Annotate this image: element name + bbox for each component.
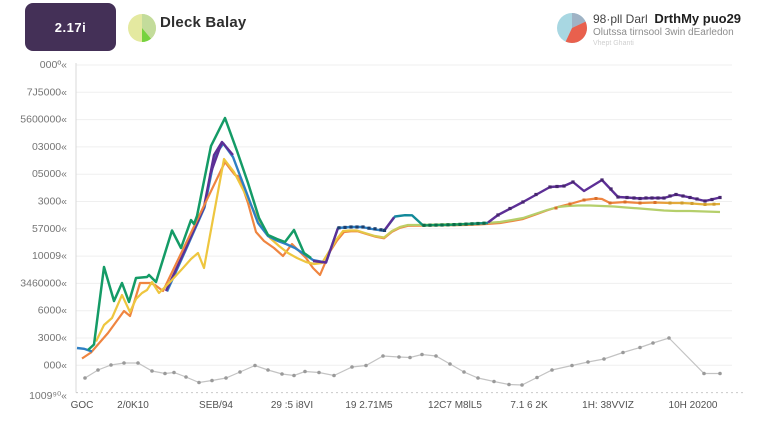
svg-text:1009⁹⁰«: 1009⁹⁰« xyxy=(29,390,67,402)
svg-text:6000«: 6000« xyxy=(38,305,67,317)
svg-text:5600000«: 5600000« xyxy=(20,114,67,126)
svg-text:3000«: 3000« xyxy=(38,332,67,344)
svg-text:29 :5 i8VI: 29 :5 i8VI xyxy=(271,400,313,411)
svg-text:2/0K10: 2/0K10 xyxy=(117,400,149,411)
svg-text:3000«: 3000« xyxy=(38,196,67,208)
svg-text:12C7 M8lL5: 12C7 M8lL5 xyxy=(428,400,482,411)
svg-text:1H: 38VVIZ: 1H: 38VVIZ xyxy=(582,400,634,411)
svg-text:10009«: 10009« xyxy=(32,250,67,262)
svg-text:GOC: GOC xyxy=(71,400,94,411)
svg-text:7.1 6 2K: 7.1 6 2K xyxy=(510,400,548,411)
svg-text:000º«: 000º« xyxy=(40,59,67,71)
svg-text:SEB/94: SEB/94 xyxy=(199,400,233,411)
svg-text:03000«: 03000« xyxy=(32,141,67,153)
svg-text:19 2.71M5: 19 2.71M5 xyxy=(345,400,393,411)
svg-text:57000«: 57000« xyxy=(32,223,67,235)
svg-text:05000«: 05000« xyxy=(32,168,67,180)
svg-text:000«: 000« xyxy=(44,359,68,371)
svg-text:10H 20200: 10H 20200 xyxy=(669,400,718,411)
svg-text:3460000«: 3460000« xyxy=(20,277,67,289)
svg-text:7J5000«: 7J5000« xyxy=(27,86,67,98)
